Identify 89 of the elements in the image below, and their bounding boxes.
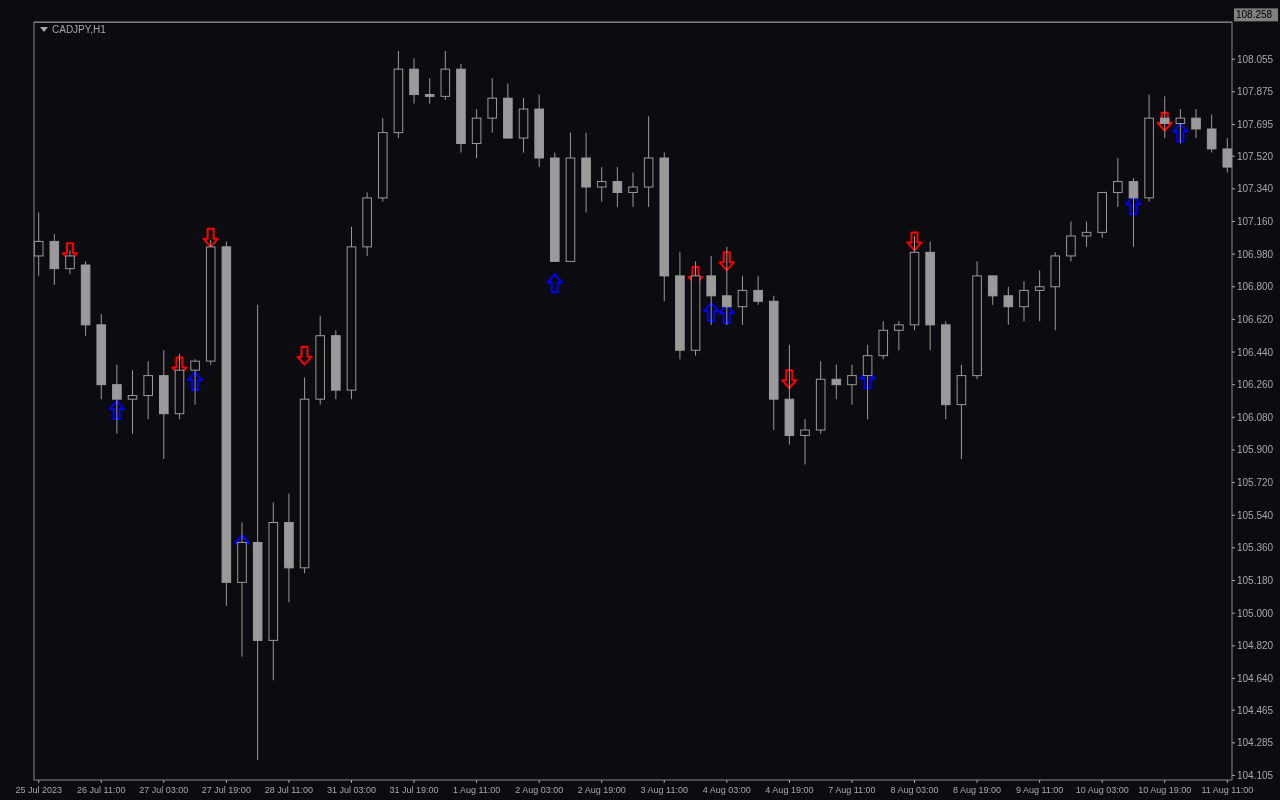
candlestick [1128,177,1139,248]
candlestick [894,320,904,351]
x-tick-label: 8 Aug 03:00 [890,785,939,795]
y-tick-label: 105.720 [1237,477,1274,489]
y-tick-label: 104.285 [1237,737,1274,749]
point [202,227,219,248]
candlestick [487,77,498,134]
x-tick-label: 3 Aug 11:00 [640,785,688,795]
point [108,400,125,421]
point [296,345,313,366]
y-tick-label: 105.180 [1237,575,1274,587]
y-tick-label: 104.465 [1237,704,1274,716]
x-tick-label: 2 Aug 03:00 [515,785,564,795]
candlestick [987,275,998,306]
candlestick [424,77,435,105]
x-tick-label: 10 Aug 03:00 [1075,785,1129,795]
candlestick [1191,108,1201,139]
candlestick [722,246,732,326]
candlestick [831,364,842,400]
y-tick-label: 106.260 [1237,379,1274,391]
y-tick-label: 105.000 [1237,607,1274,619]
candlestick [612,166,623,208]
x-tick-label: 27 Jul 03:00 [139,785,189,795]
point [703,302,720,323]
x-tick-label: 11 Aug 11:00 [1201,785,1254,795]
candlestick [1159,95,1170,139]
candlestick [127,369,138,435]
candlestick [1175,108,1186,144]
candlestick [847,364,857,406]
x-tick-label: 4 Aug 03:00 [702,785,751,795]
x-tick-label: 7 Aug 11:00 [828,785,876,795]
x-tick-label: 8 Aug 19:00 [953,785,1002,795]
x-tick-label: 2 Aug 19:00 [577,785,626,795]
candlestick [800,418,810,465]
candlestick [1034,269,1045,322]
candlestick [706,255,716,326]
y-tick-label: 107.340 [1237,183,1274,195]
y-tick-label: 107.875 [1237,86,1274,98]
candlestick [1066,220,1076,262]
y-tick-label: 104.105 [1237,769,1274,781]
y-tick-label: 106.980 [1237,248,1274,260]
y-tick-label: 105.360 [1237,542,1274,554]
candlestick [596,166,607,203]
y-tick-label: 106.080 [1237,411,1274,423]
y-tick-label: 104.820 [1237,640,1274,652]
candlestick [143,360,153,420]
x-tick-label: 31 Jul 19:00 [389,785,439,795]
y-tick-label: 107.520 [1237,150,1274,162]
y-tick-label: 106.620 [1237,313,1274,325]
point [546,273,563,294]
chart-title: CADJPY,H1 [52,24,107,35]
x-tick-label: 10 Aug 19:00 [1138,785,1192,795]
candlestick [1081,220,1092,248]
x-tick-label: 31 Jul 03:00 [326,785,377,795]
candlestick [1003,286,1014,326]
point [781,369,798,390]
point [187,371,204,392]
y-tick-label: 106.440 [1237,346,1274,358]
point [1156,111,1173,132]
candlestick [1206,113,1217,154]
candlestick [1222,137,1233,174]
x-tick-label: 1 Aug 11:00 [452,785,501,795]
x-tick-label: 9 Aug 11:00 [1015,785,1064,795]
candlestick [737,275,748,326]
candlestick [112,364,122,435]
x-tick-label: 25 Jul 2023 [15,785,62,795]
candlestick [628,172,638,208]
x-tick-label: 28 Jul 11:00 [264,785,314,795]
x-tick-label: 26 Jul 11:00 [77,785,126,795]
y-tick-label: 105.540 [1237,509,1274,521]
candlestick [190,358,200,406]
candlestick [1019,280,1029,322]
x-tick-label: 27 Jul 19:00 [201,785,251,795]
y-tick-label: 106.800 [1237,281,1274,293]
point [1172,122,1189,143]
y-tick-label: 104.640 [1237,672,1274,684]
candlestick [862,344,873,420]
candlestick [753,275,763,306]
point [718,251,735,272]
y-tick-label: 108.055 [1237,53,1274,65]
x-tick-label: 4 Aug 19:00 [765,785,814,795]
y-tick-label: 107.695 [1237,118,1274,130]
ref-line-label: 108.258 [1236,9,1273,21]
point [906,231,923,252]
candlestick [33,211,44,277]
y-tick-label: 105.900 [1237,444,1274,456]
y-tick-label: 107.160 [1237,215,1274,227]
candlestick [65,249,75,275]
candlestick [1113,157,1123,208]
